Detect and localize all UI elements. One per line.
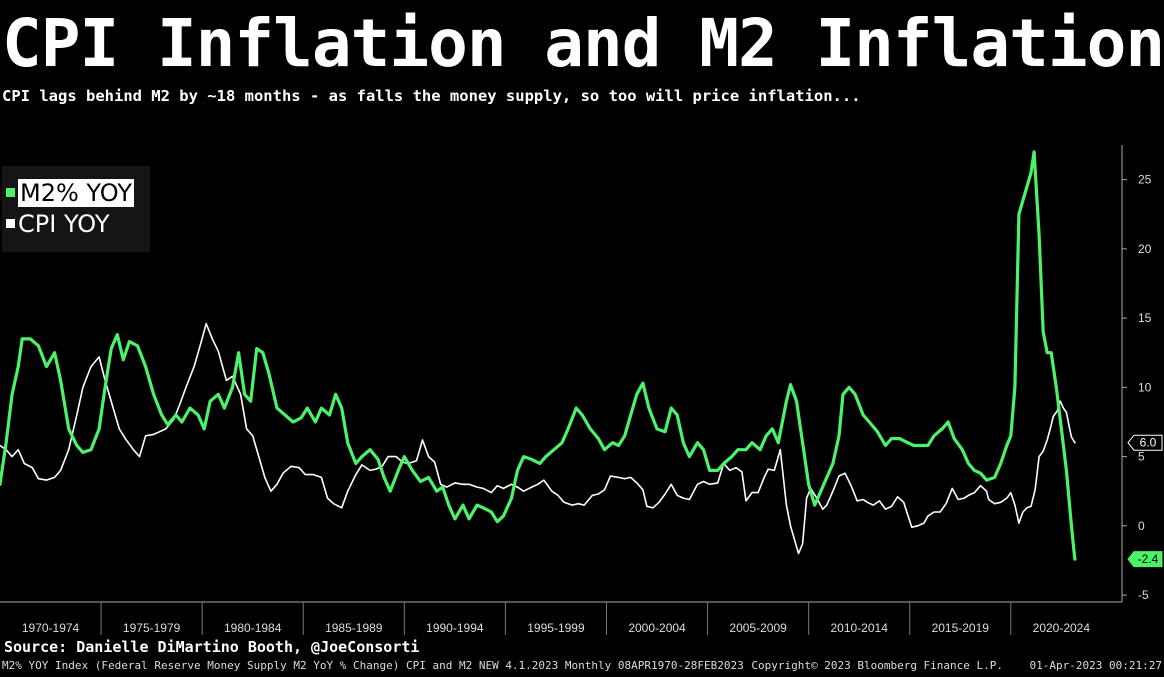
last-value-badge: [1127, 551, 1163, 568]
legend-label-m2: M2% YOY: [18, 179, 134, 207]
x-tick-label: 1970-1974: [22, 621, 80, 635]
x-tick-label: 1985-1989: [325, 621, 383, 635]
legend-swatch-m2: [6, 187, 15, 197]
last-value-badge: [1127, 434, 1163, 451]
series-line-cpi: [0, 322, 1076, 555]
chart-subtitle: CPI lags behind M2 by ~18 months - as fa…: [2, 87, 861, 105]
x-tick-label: 2000-2004: [628, 621, 686, 635]
footer-copyright-timestamp: Copyright© 2023 Bloomberg Finance L.P. 0…: [751, 659, 1162, 672]
footer-index-description: M2% YOY Index (Federal Reserve Money Sup…: [2, 659, 744, 672]
series-line-m2: [0, 150, 1077, 561]
x-tick-label: 1980-1984: [224, 621, 282, 635]
y-tick-label: 0: [1138, 519, 1145, 533]
footer-copyright: Copyright© 2023 Bloomberg Finance L.P.: [751, 659, 1004, 672]
source-note: Source: Danielle DiMartino Booth, @JoeCo…: [4, 638, 420, 656]
x-tick-label: 1995-1999: [527, 621, 585, 635]
x-tick-label: 2010-2014: [830, 621, 888, 635]
y-tick-label: 20: [1138, 242, 1152, 256]
y-tick-label: 15: [1138, 311, 1152, 325]
y-tick-label: -5: [1138, 588, 1149, 602]
y-tick-label: 25: [1138, 173, 1152, 187]
legend-item-m2: M2% YOY: [6, 178, 134, 208]
x-tick-label: 2015-2019: [932, 621, 990, 635]
footer-timestamp: 01-Apr-2023 00:21:27: [1029, 659, 1162, 672]
x-tick-label: 1990-1994: [426, 621, 484, 635]
x-tick-label: 1975-1979: [123, 621, 181, 635]
last-value-badge-label: -2.4: [1138, 552, 1159, 566]
y-tick-label: 5: [1138, 450, 1145, 464]
legend-swatch-cpi: [6, 218, 15, 228]
x-tick-label: 2020-2024: [1033, 621, 1091, 635]
y-tick-label: 10: [1138, 380, 1152, 394]
last-value-badge-label: 6.0: [1140, 436, 1157, 450]
legend-item-cpi: CPI YOY: [6, 209, 110, 239]
chart-area: -5 0 5 10 15 20 25 1970-1974 1975-1979 1980-1984 1…: [0, 145, 1163, 635]
x-tick-label: 2005-2009: [729, 621, 787, 635]
legend-label-cpi: CPI YOY: [18, 210, 110, 238]
chart-title: CPI Inflation and M2 Inflation: [2, 5, 1164, 82]
legend: M2% YOY CPI YOY: [2, 166, 150, 252]
